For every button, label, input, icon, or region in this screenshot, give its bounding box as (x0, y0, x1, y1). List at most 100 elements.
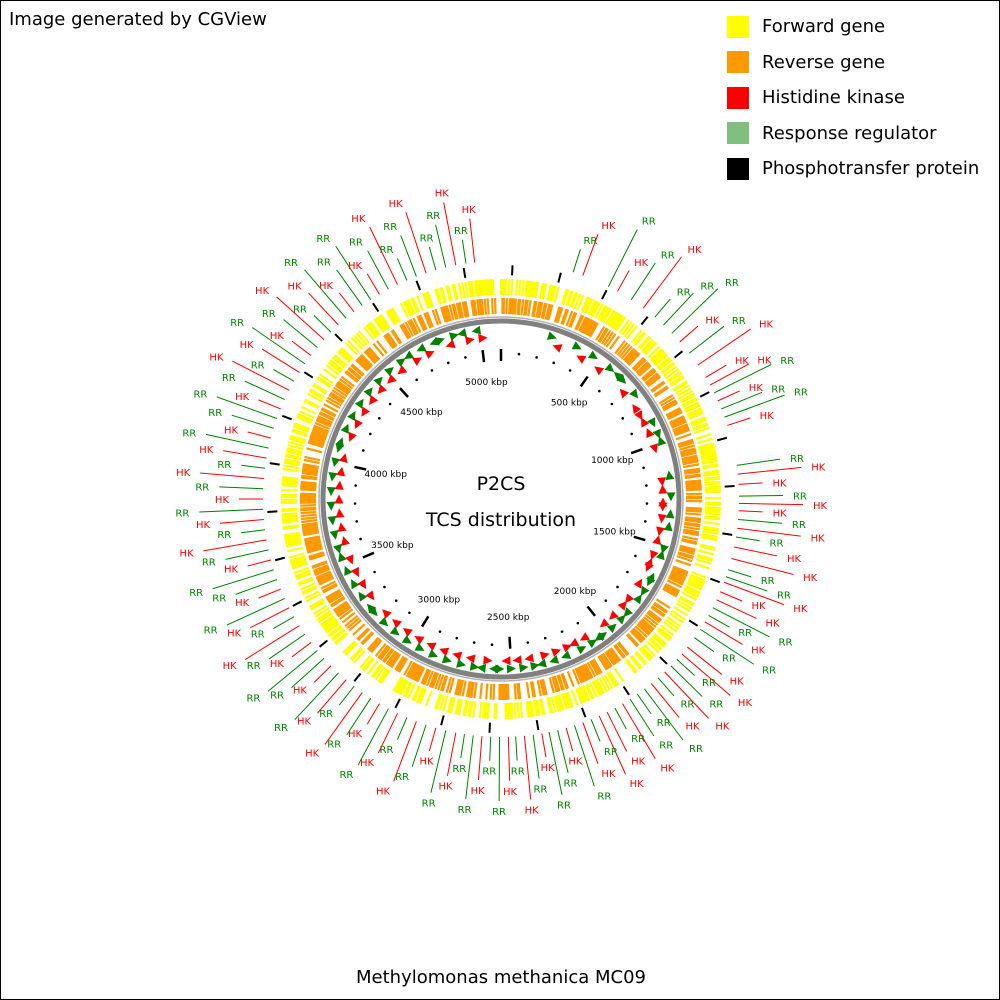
forward-gene-mark (584, 298, 594, 314)
forward-gene-mark (358, 330, 371, 344)
reverse-gene-mark (458, 679, 465, 696)
reverse-gene-mark (581, 318, 591, 334)
reverse-gene-mark (673, 427, 690, 436)
reverse-gene-mark (310, 431, 327, 439)
reverse-gene-mark (684, 473, 701, 478)
forward-gene-mark (464, 700, 470, 717)
forward-gene-mark (629, 655, 642, 670)
hk-marker (501, 656, 511, 666)
forward-gene-mark (300, 582, 316, 591)
hk-label: HK (196, 520, 211, 531)
reverse-gene-mark (647, 609, 663, 622)
reverse-gene-mark (520, 299, 525, 316)
reverse-gene-mark (544, 303, 551, 320)
forward-gene-mark (687, 579, 704, 588)
reverse-gene-mark (685, 506, 702, 510)
forward-gene-mark (529, 281, 535, 298)
minor-tick (472, 641, 476, 644)
hk-label: HK (687, 245, 702, 256)
forward-gene-mark (676, 387, 692, 398)
rr-marker (367, 603, 377, 614)
forward-gene-mark (388, 308, 399, 324)
reverse-gene-mark (673, 426, 690, 434)
reverse-gene-mark (317, 415, 333, 424)
reverse-gene-mark (666, 579, 683, 589)
legend-label: Reverse gene (762, 51, 886, 73)
reverse-gene-mark (678, 548, 695, 556)
backbone-ring-outer (318, 316, 684, 682)
reverse-gene-mark (629, 630, 643, 644)
reverse-gene-mark (328, 394, 344, 405)
hpt-mark (601, 289, 608, 300)
rr-marker (335, 437, 344, 448)
reverse-gene-mark (366, 636, 380, 651)
reverse-gene-mark (637, 363, 651, 376)
callout-line (291, 642, 312, 658)
reverse-gene-mark (600, 329, 612, 345)
reverse-gene-mark (314, 421, 331, 431)
forward-gene-mark (704, 477, 721, 482)
hk-marker (579, 632, 590, 641)
rr-marker (378, 616, 389, 627)
reverse-gene-mark (589, 322, 599, 338)
hk-label: HK (685, 721, 700, 732)
rr-label: RR (511, 766, 525, 777)
reverse-gene-mark (625, 350, 639, 364)
reverse-gene-mark (344, 371, 359, 383)
hk-marker (424, 351, 435, 360)
forward-gene-mark (613, 315, 625, 331)
forward-gene-mark (687, 408, 703, 418)
reverse-gene-mark (685, 488, 702, 492)
minor-tick (616, 585, 619, 589)
rr-marker (327, 515, 337, 526)
reverse-gene-mark (547, 304, 554, 321)
reverse-gene-mark (571, 669, 581, 685)
forward-gene-mark (491, 279, 495, 296)
reverse-gene-mark (540, 679, 547, 696)
reverse-gene-mark (300, 508, 317, 512)
forward-gene-mark (374, 317, 386, 332)
reverse-gene-mark (684, 516, 702, 521)
reverse-gene-mark (412, 665, 422, 681)
callout-line (396, 258, 408, 281)
hk-label: HK (730, 677, 745, 688)
forward-gene-mark (684, 402, 700, 412)
major-tick (579, 375, 589, 388)
minor-tick (438, 630, 442, 633)
reverse-gene-mark (551, 676, 558, 693)
callout-line (400, 235, 417, 277)
rr-label: RR (208, 408, 222, 419)
forward-gene-mark (547, 284, 554, 301)
rr-label: RR (383, 222, 397, 233)
legend-label: Response regulator (762, 122, 937, 144)
reverse-gene-mark (345, 370, 360, 382)
minor-tick (634, 554, 637, 558)
forward-gene-mark (373, 318, 385, 333)
forward-gene-mark (283, 461, 300, 467)
rr-label: RR (420, 233, 434, 244)
forward-gene-mark (687, 410, 704, 419)
rr-label: RR (293, 304, 307, 315)
callout-line (738, 502, 803, 506)
reverse-gene-mark (633, 358, 647, 372)
forward-gene-mark (438, 694, 446, 711)
forward-gene-mark (289, 437, 306, 445)
forward-gene-mark (701, 533, 718, 539)
callout-line (199, 508, 264, 513)
reverse-gene-mark (441, 306, 449, 323)
reverse-gene-mark (315, 419, 332, 428)
reverse-gene-mark (391, 329, 403, 344)
forward-gene-mark (704, 506, 721, 510)
forward-gene-mark (664, 618, 680, 630)
rr-label: RR (212, 594, 226, 605)
forward-gene-mark (324, 621, 339, 633)
reverse-gene-mark (639, 620, 653, 633)
reverse-gene-mark (301, 519, 318, 524)
hk-label: HK (255, 286, 270, 297)
forward-gene-mark (690, 417, 707, 426)
forward-gene-mark (435, 693, 443, 710)
forward-gene-mark (660, 361, 675, 374)
hk-marker (348, 431, 357, 442)
reverse-gene-mark (457, 679, 463, 696)
forward-gene-mark (281, 482, 298, 486)
